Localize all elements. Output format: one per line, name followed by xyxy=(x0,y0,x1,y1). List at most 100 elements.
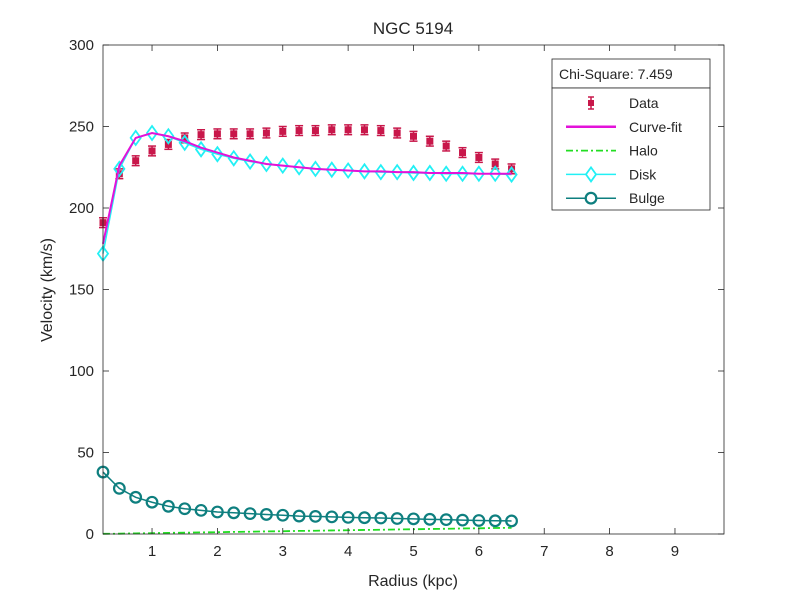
bulge-point xyxy=(227,506,241,520)
disk-point xyxy=(391,163,404,181)
disk-point xyxy=(276,157,289,175)
data-errorbar xyxy=(148,145,157,157)
disk-point xyxy=(113,160,126,178)
series-layer xyxy=(96,124,518,535)
data-errorbar xyxy=(311,124,320,137)
y-tick-label: 250 xyxy=(69,119,94,136)
legend-entries: Data Curve-fit Halo Disk Bulge xyxy=(566,95,682,206)
data-errorbar xyxy=(131,155,140,167)
legend-box xyxy=(551,87,711,211)
disk-point xyxy=(341,161,355,180)
bulge-point xyxy=(505,514,518,528)
x-tick-label: 5 xyxy=(409,543,417,560)
data-errorbar xyxy=(360,124,369,136)
x-tick-label: 6 xyxy=(475,543,483,560)
disk-point xyxy=(309,160,322,178)
bulge-point xyxy=(390,512,404,525)
bulge-point xyxy=(243,507,257,521)
series-halo-line xyxy=(102,526,512,535)
y-axis-label: Velocity (km/s) xyxy=(39,238,56,342)
disk-point xyxy=(374,163,387,181)
disk-point xyxy=(260,155,273,173)
bulge-point xyxy=(439,513,453,527)
legend-disk-marker xyxy=(584,165,598,183)
disk-point xyxy=(472,165,486,183)
data-point xyxy=(115,170,123,178)
data-errorbar xyxy=(229,128,238,140)
data-errorbar xyxy=(409,130,418,142)
bulge-point xyxy=(161,499,175,513)
bulge-point xyxy=(210,505,224,519)
x-tick-label: 3 xyxy=(279,543,287,560)
data-errorbar xyxy=(442,140,451,152)
y-tick-label: 100 xyxy=(69,363,94,380)
data-point xyxy=(262,129,270,137)
bulge-point xyxy=(145,495,159,509)
y-tick-label: 50 xyxy=(77,445,94,462)
series-curve-fit-line xyxy=(102,131,512,245)
legend-entry-halo: Halo xyxy=(566,143,658,159)
legend-entry-curve-fit: Curve-fit xyxy=(566,119,682,135)
data-errorbar xyxy=(262,127,271,139)
data-errorbar xyxy=(344,124,353,136)
data-point xyxy=(311,127,319,135)
legend-bulge-marker xyxy=(584,191,598,205)
disk-point xyxy=(358,162,371,180)
bulge-point xyxy=(260,508,273,521)
bulge-point xyxy=(309,509,322,523)
data-point xyxy=(246,130,254,138)
x-tick-label: 1 xyxy=(148,543,156,560)
data-point xyxy=(459,149,467,157)
data-errorbar xyxy=(393,127,402,139)
data-point xyxy=(328,126,336,134)
legend-label: Halo xyxy=(629,143,658,159)
x-tick-label: 2 xyxy=(213,543,221,560)
data-point xyxy=(295,127,303,135)
bulge-point xyxy=(129,490,143,504)
data-point xyxy=(148,147,156,155)
bulge-point xyxy=(194,503,208,517)
data-point xyxy=(410,132,417,140)
disk-point xyxy=(440,165,453,183)
bulge-line xyxy=(102,471,512,522)
data-errorbar xyxy=(246,128,255,140)
data-point xyxy=(197,131,205,139)
data-point xyxy=(230,130,238,138)
legend: Chi-Square: 7.459 Data Curve-fit Halo Disk B… xyxy=(551,58,711,211)
legend-data-marker xyxy=(588,100,594,106)
data-point xyxy=(426,137,434,145)
disk-point xyxy=(505,166,518,184)
disk-point xyxy=(423,164,436,182)
legend-entry-disk: Disk xyxy=(566,165,657,183)
data-point xyxy=(377,127,385,135)
disk-point xyxy=(407,164,420,182)
bulge-point xyxy=(488,514,502,528)
data-point xyxy=(360,126,368,134)
chi-square-box xyxy=(551,58,711,89)
y-tick-label: 0 xyxy=(86,526,94,543)
data-point xyxy=(132,157,140,165)
bulge-point xyxy=(407,512,420,526)
data-point xyxy=(393,129,401,137)
disk-point xyxy=(162,127,175,145)
data-errorbar xyxy=(425,135,434,147)
data-errorbar xyxy=(474,151,483,164)
bulge-point xyxy=(358,511,371,525)
bulge-point xyxy=(374,511,388,525)
disk-point xyxy=(456,165,469,183)
legend-entry-bulge: Bulge xyxy=(566,190,665,206)
bulge-point xyxy=(325,510,339,524)
disk-point xyxy=(145,124,159,142)
disk-point xyxy=(129,129,142,147)
y-tick-label: 200 xyxy=(69,200,94,217)
y-tick-label: 300 xyxy=(69,37,94,54)
data-point xyxy=(279,127,287,135)
disk-point xyxy=(489,165,502,183)
data-point xyxy=(475,153,483,161)
bulge-point xyxy=(178,502,192,516)
legend-entry-data: Data xyxy=(588,95,659,111)
x-tick-label: 4 xyxy=(344,543,352,560)
disk-point xyxy=(292,158,306,176)
